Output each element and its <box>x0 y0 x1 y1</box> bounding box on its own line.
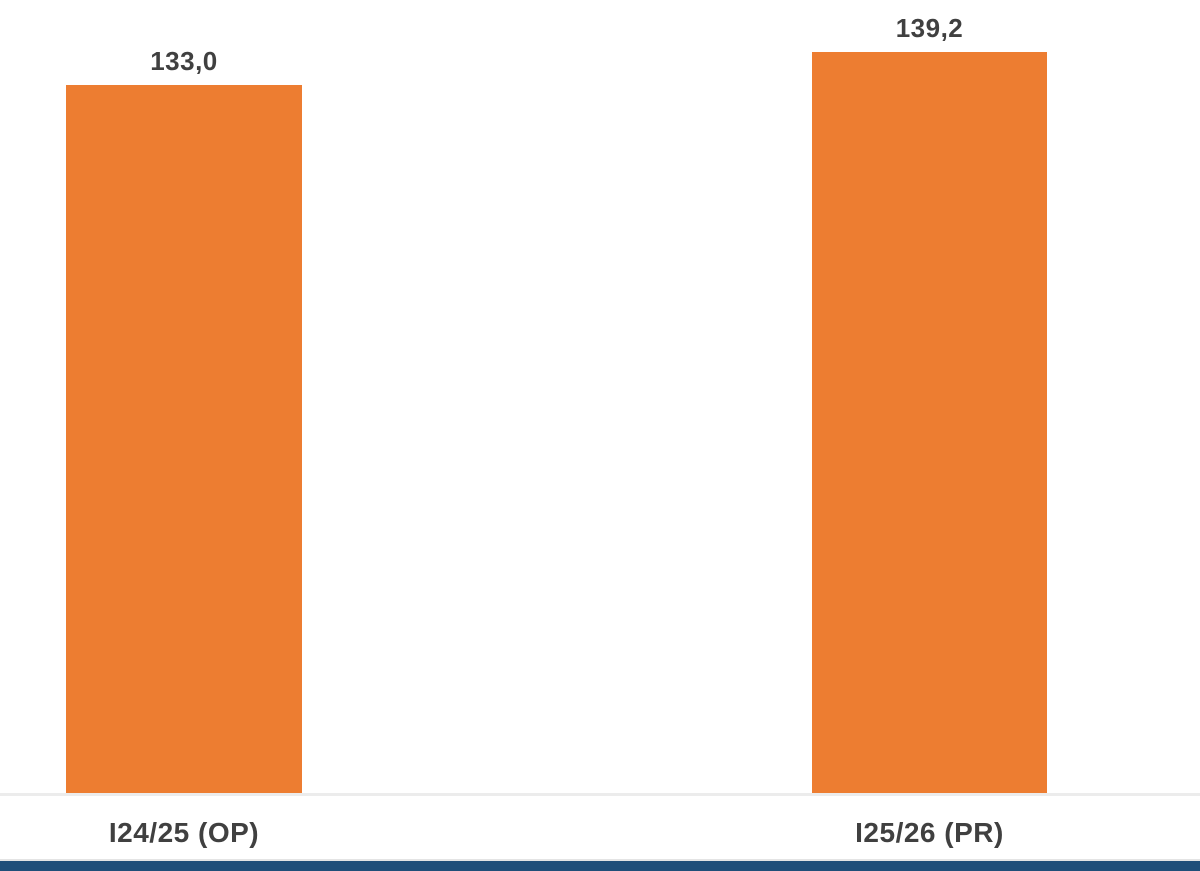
bar-value-label: 133,0 <box>150 46 218 76</box>
x-axis-label: I25/26 (PR) <box>855 817 1004 848</box>
bar <box>812 52 1047 794</box>
bar-value-label: 139,2 <box>895 13 964 43</box>
x-axis-line <box>0 793 1200 796</box>
bar <box>66 85 302 794</box>
footer-divider <box>0 859 1200 861</box>
footer-accent-bar <box>0 861 1200 871</box>
x-axis-label: I24/25 (OP) <box>108 817 260 848</box>
